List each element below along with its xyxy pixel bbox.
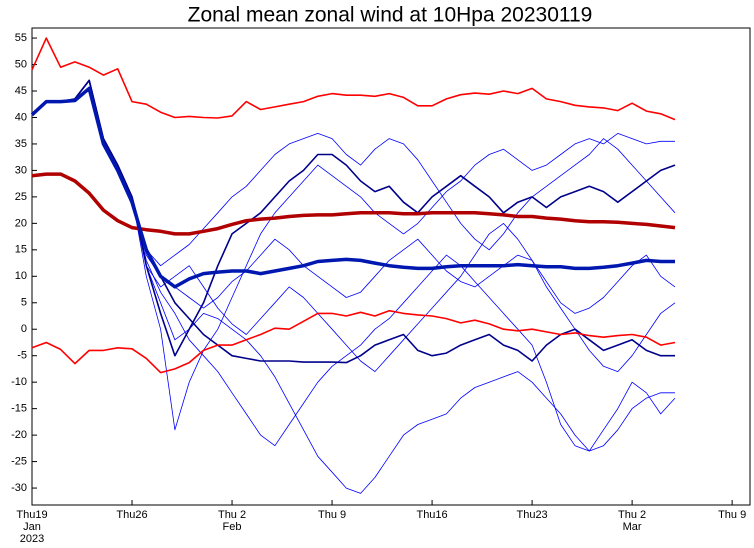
x-tick-label: Thu19 — [16, 509, 47, 521]
series-line — [31, 80, 675, 431]
x-tick-sublabel: Feb — [223, 521, 242, 533]
y-tick-label: 25 — [15, 191, 27, 203]
x-tick-sublabel: Mar — [623, 521, 642, 533]
x-tick-label: Thu26 — [116, 509, 147, 521]
y-tick-label: 0 — [21, 323, 27, 335]
y-tick-label: 55 — [15, 32, 27, 44]
y-tick-label: 20 — [15, 217, 27, 229]
x-tick-label: Thu 9 — [718, 509, 746, 521]
x-tick-sublabel: Jan — [23, 521, 41, 533]
y-tick-label: 30 — [15, 164, 27, 176]
y-tick-label: -25 — [11, 455, 27, 467]
x-tick-label: Thu 2 — [218, 509, 246, 521]
x-tick-label: Thu 9 — [318, 509, 346, 521]
series-line — [31, 172, 676, 236]
plot-frame — [31, 27, 751, 506]
x-tick-label: Thu 2 — [618, 509, 646, 521]
y-tick-label: 10 — [15, 270, 27, 282]
series-line — [31, 37, 676, 121]
x-tick-sublabel: 2023 — [20, 533, 44, 545]
x-tick-label: Thu16 — [416, 509, 447, 521]
series-line — [30, 86, 675, 289]
y-tick-label: 35 — [15, 138, 27, 150]
series-line — [31, 80, 676, 452]
y-tick-label: -10 — [11, 376, 27, 388]
y-tick-label: 45 — [15, 85, 27, 97]
y-tick-label: 5 — [21, 297, 27, 309]
y-tick-label: -5 — [17, 350, 27, 362]
series-line — [31, 309, 676, 374]
x-tick-label: Thu23 — [516, 509, 547, 521]
y-tick-label: -30 — [11, 482, 27, 494]
chart-title: Zonal mean zonal wind at 10Hpa 20230119 — [188, 4, 593, 27]
y-tick-label: 15 — [15, 244, 27, 256]
y-tick-label: 50 — [15, 58, 27, 70]
y-tick-label: 40 — [15, 111, 27, 123]
y-tick-label: -15 — [11, 403, 27, 415]
y-tick-label: -20 — [11, 429, 27, 441]
